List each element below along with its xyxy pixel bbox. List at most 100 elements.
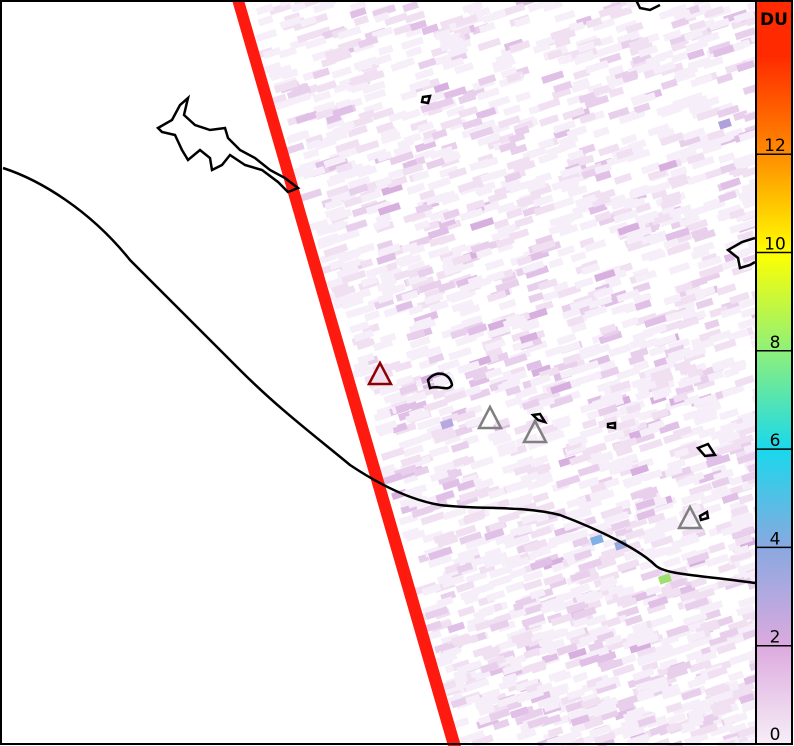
so2-pixel [665, 719, 691, 734]
so2-pixel [521, 320, 540, 333]
so2-pixel [535, 470, 553, 483]
volcano-active-icon[interactable] [366, 360, 394, 386]
colorbar-tick-label: 6 [770, 431, 781, 451]
so2-pixel [564, 657, 584, 670]
so2-pixel [600, 390, 623, 404]
so2-pixel [428, 208, 451, 222]
so2-pixel [716, 642, 737, 655]
so2-pixel [624, 528, 645, 541]
so2-pixel [598, 330, 623, 345]
so2-pixel [432, 386, 456, 400]
volcano-icon[interactable] [476, 404, 504, 430]
so2-pixel [663, 237, 680, 250]
so2-pixel [718, 408, 739, 421]
so2-pixel [470, 456, 495, 470]
so2-pixel [498, 655, 516, 667]
so2-pixel [374, 176, 393, 188]
so2-pixel [278, 46, 298, 59]
so2-pixel [617, 222, 640, 236]
so2-pixel [680, 549, 699, 562]
so2-pixel [737, 316, 760, 330]
volcano-icon[interactable] [676, 504, 704, 530]
so2-pixel [529, 557, 553, 571]
so2-pixel [400, 108, 421, 122]
so2-pixel [681, 717, 704, 731]
so2-pixel [649, 181, 671, 194]
so2-pixel [365, 264, 389, 279]
so2-pixel [520, 512, 540, 525]
so2-pixel-high [657, 573, 672, 585]
so2-pixel [560, 180, 580, 193]
so2-pixel [614, 694, 639, 709]
so2-pixel [345, 219, 368, 233]
so2-pixel [693, 411, 718, 426]
so2-pixel [565, 600, 589, 614]
colorbar-tick-label: 4 [770, 529, 781, 549]
so2-pixel [577, 41, 596, 53]
so2-pixel [331, 66, 353, 79]
so2-pixel [672, 391, 689, 404]
so2-pixel [710, 429, 726, 441]
so2-pixel [585, 17, 603, 29]
volcano-icon[interactable] [521, 418, 549, 444]
so2-pixel [450, 328, 467, 340]
so2-pixel [635, 389, 652, 401]
so2-pixel [581, 418, 598, 430]
so2-pixel [422, 128, 439, 140]
so2-pixel [379, 463, 396, 476]
so2-pixel [530, 662, 547, 674]
so2-pixel [504, 396, 523, 408]
so2-pixel [552, 80, 573, 94]
so2-pixel [580, 704, 602, 718]
so2-pixel [557, 53, 573, 65]
so2-pixel [372, 362, 390, 375]
so2-pixel [462, 117, 483, 130]
so2-pixel [715, 520, 733, 533]
so2-pixel [729, 219, 754, 234]
so2-pixel [423, 292, 444, 305]
so2-pixel [733, 622, 757, 637]
so2-pixel [444, 390, 467, 404]
island-2 [420, 94, 432, 105]
so2-pixel [381, 182, 404, 196]
so2-pixel [553, 29, 576, 43]
so2-pixel [666, 241, 691, 256]
so2-pixel [578, 634, 595, 646]
so2-pixel [428, 546, 453, 561]
so2-pixel [660, 78, 678, 91]
so2-pixel [616, 288, 640, 303]
so2-pixel [551, 415, 572, 428]
so2-pixel [525, 359, 543, 372]
so2-pixel [463, 509, 486, 523]
so2-pixel [458, 105, 479, 119]
so2-pixel [521, 260, 545, 274]
so2-pixel [699, 600, 724, 615]
so2-pixel [339, 120, 356, 132]
so2-pixel [580, 696, 602, 710]
so2-pixel [474, 618, 498, 632]
so2-pixel [532, 42, 551, 54]
so2-pixel [673, 69, 697, 84]
so2-pixel [598, 42, 623, 57]
colorbar-segment [756, 350, 792, 450]
so2-pixel [566, 126, 586, 139]
so2-pixel [618, 111, 639, 125]
so2-pixel [482, 649, 501, 661]
island-3 [530, 412, 548, 425]
so2-pixel [740, 157, 757, 169]
so2-pixel [686, 551, 710, 566]
so2-pixel [515, 637, 533, 649]
so2-pixel [522, 602, 545, 617]
so2-pixel [405, 409, 431, 424]
so2-pixel [597, 404, 618, 417]
so2-pixel [642, 323, 668, 338]
so2-pixel [472, 644, 494, 658]
so2-pixel [552, 670, 572, 683]
so2-pixel [457, 605, 476, 618]
so2-pixel [363, 68, 379, 80]
so2-pixel [405, 529, 426, 542]
so2-pixel [401, 241, 419, 254]
so2-pixel [572, 68, 591, 80]
so2-pixel [623, 476, 643, 489]
so2-pixel [608, 221, 629, 235]
